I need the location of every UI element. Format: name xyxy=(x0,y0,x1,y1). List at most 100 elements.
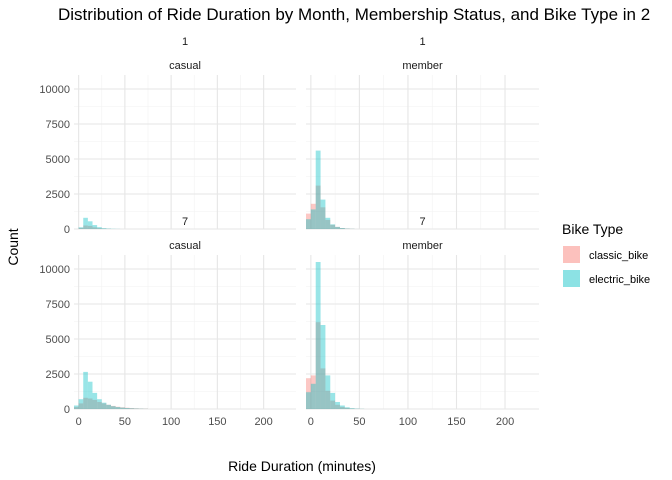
bar-electric-bike xyxy=(320,199,326,229)
bar-electric-bike xyxy=(310,209,316,229)
facet-panel: 1 casual 0 2500 5000 7500 10000 xyxy=(39,36,296,236)
facet-strip-month: 1 xyxy=(419,36,425,48)
bar-electric-bike xyxy=(83,371,88,409)
bar-electric-bike xyxy=(120,407,125,409)
bar-electric-bike xyxy=(330,224,336,229)
x-tick-label: 0 xyxy=(308,416,314,428)
bar-classic-bike xyxy=(74,406,79,409)
x-tick-label: 200 xyxy=(496,416,514,428)
bar-electric-bike xyxy=(335,226,340,229)
legend-title: Bike Type xyxy=(562,221,623,237)
legend-label-electric-bike: electric_bike xyxy=(589,274,650,286)
bar-classic-bike xyxy=(78,227,84,229)
y-axis-title: Count xyxy=(5,228,21,265)
facet-strip-month: 7 xyxy=(419,216,425,228)
bar-classic-bike xyxy=(339,406,345,409)
y-tick-label: 0 xyxy=(64,224,70,236)
legend-swatch-electric-bike xyxy=(563,270,580,287)
bar-electric-bike xyxy=(78,227,84,229)
legend-swatch-classic-bike xyxy=(563,246,580,263)
facet-strip-member-type: casual xyxy=(169,240,201,252)
x-tick-label: 50 xyxy=(353,416,365,428)
bar-electric-bike xyxy=(325,375,331,409)
bar-classic-bike xyxy=(111,405,116,409)
bar-electric-bike xyxy=(111,406,116,409)
bar-classic-bike xyxy=(320,368,326,409)
bar-classic-bike xyxy=(87,398,93,409)
bar-classic-bike xyxy=(83,225,88,229)
y-tick-label: 7500 xyxy=(46,119,70,131)
bar-electric-bike xyxy=(78,399,84,409)
bar-electric-bike xyxy=(83,217,88,229)
bar-electric-bike xyxy=(306,392,311,409)
x-tick-label: 50 xyxy=(119,416,131,428)
chart-title: Distribution of Ride Duration by Month, … xyxy=(58,5,650,24)
y-tick-label: 2500 xyxy=(46,369,70,381)
y-tick-label: 7500 xyxy=(46,299,70,311)
facet-panel: 7 casual 0 2500 5000 7500 10000 0 50 100 150 200 xyxy=(39,216,296,428)
legend-label-classic-bike: classic_bike xyxy=(589,250,648,262)
bar-classic-bike xyxy=(310,375,316,409)
facet-strip-member-type: member xyxy=(402,240,443,252)
bar-electric-bike xyxy=(97,227,102,229)
bar-electric-bike xyxy=(315,150,321,229)
bar-classic-bike xyxy=(92,399,98,409)
facet-strip-member-type: casual xyxy=(169,60,201,72)
bar-classic-bike xyxy=(315,322,321,409)
bar-electric-bike xyxy=(335,402,340,409)
bar-classic-bike xyxy=(310,203,316,229)
bar-electric-bike xyxy=(344,407,350,409)
y-tick-label: 2500 xyxy=(46,189,70,201)
facet-strip-month: 1 xyxy=(182,36,188,48)
bar-electric-bike xyxy=(92,225,98,229)
facet-panels: 1 casual 0 2500 5000 7500 10000 1 member 7 casual 0… xyxy=(39,36,539,428)
bar-electric-bike xyxy=(330,392,336,409)
x-tick-label: 200 xyxy=(254,416,272,428)
bar-electric-bike xyxy=(97,399,102,409)
bar-classic-bike xyxy=(330,224,336,229)
bar-electric-bike xyxy=(349,408,355,409)
bar-electric-bike xyxy=(315,262,321,409)
bar-electric-bike xyxy=(74,405,79,409)
bar-electric-bike xyxy=(87,221,93,229)
x-axis-title: Ride Duration (minutes) xyxy=(228,458,376,474)
bar-classic-bike xyxy=(339,228,345,229)
y-tick-label: 5000 xyxy=(46,334,70,346)
bar-electric-bike xyxy=(339,228,345,229)
bar-classic-bike xyxy=(349,408,355,409)
facet-strip-month: 7 xyxy=(182,216,188,228)
bar-classic-bike xyxy=(92,227,98,229)
bar-classic-bike xyxy=(335,404,340,409)
facet-strip-member-type: member xyxy=(402,60,443,72)
x-tick-label: 100 xyxy=(162,416,180,428)
bar-classic-bike xyxy=(83,397,88,409)
facet-panel: 1 member xyxy=(306,36,539,230)
y-tick-label: 10000 xyxy=(39,264,70,276)
facet-panel: 7 member 0 50 100 150 200 xyxy=(306,216,539,428)
bar-classic-bike xyxy=(320,207,326,229)
y-tick-label: 5000 xyxy=(46,154,70,166)
bar-classic-bike xyxy=(101,403,107,409)
bar-electric-bike xyxy=(101,228,107,229)
bar-classic-bike xyxy=(306,378,311,409)
bar-classic-bike xyxy=(129,408,135,409)
x-tick-label: 100 xyxy=(399,416,417,428)
y-tick-label: 10000 xyxy=(39,84,70,96)
bar-electric-bike xyxy=(339,405,345,409)
bar-electric-bike xyxy=(87,381,93,409)
bar-electric-bike xyxy=(306,219,311,229)
bar-classic-bike xyxy=(115,406,121,409)
bar-classic-bike xyxy=(78,403,84,409)
bar-classic-bike xyxy=(97,402,102,409)
bar-classic-bike xyxy=(325,219,331,229)
bar-classic-bike xyxy=(97,228,102,229)
legend: Bike Type classic_bike electric_bike xyxy=(562,221,650,287)
bar-classic-bike xyxy=(120,407,125,409)
bar-classic-bike xyxy=(344,407,350,409)
bar-classic-bike xyxy=(134,408,139,409)
bar-classic-bike xyxy=(106,404,111,409)
bar-electric-bike xyxy=(129,408,135,409)
x-tick-label: 150 xyxy=(447,416,465,428)
bar-classic-bike xyxy=(124,407,130,409)
